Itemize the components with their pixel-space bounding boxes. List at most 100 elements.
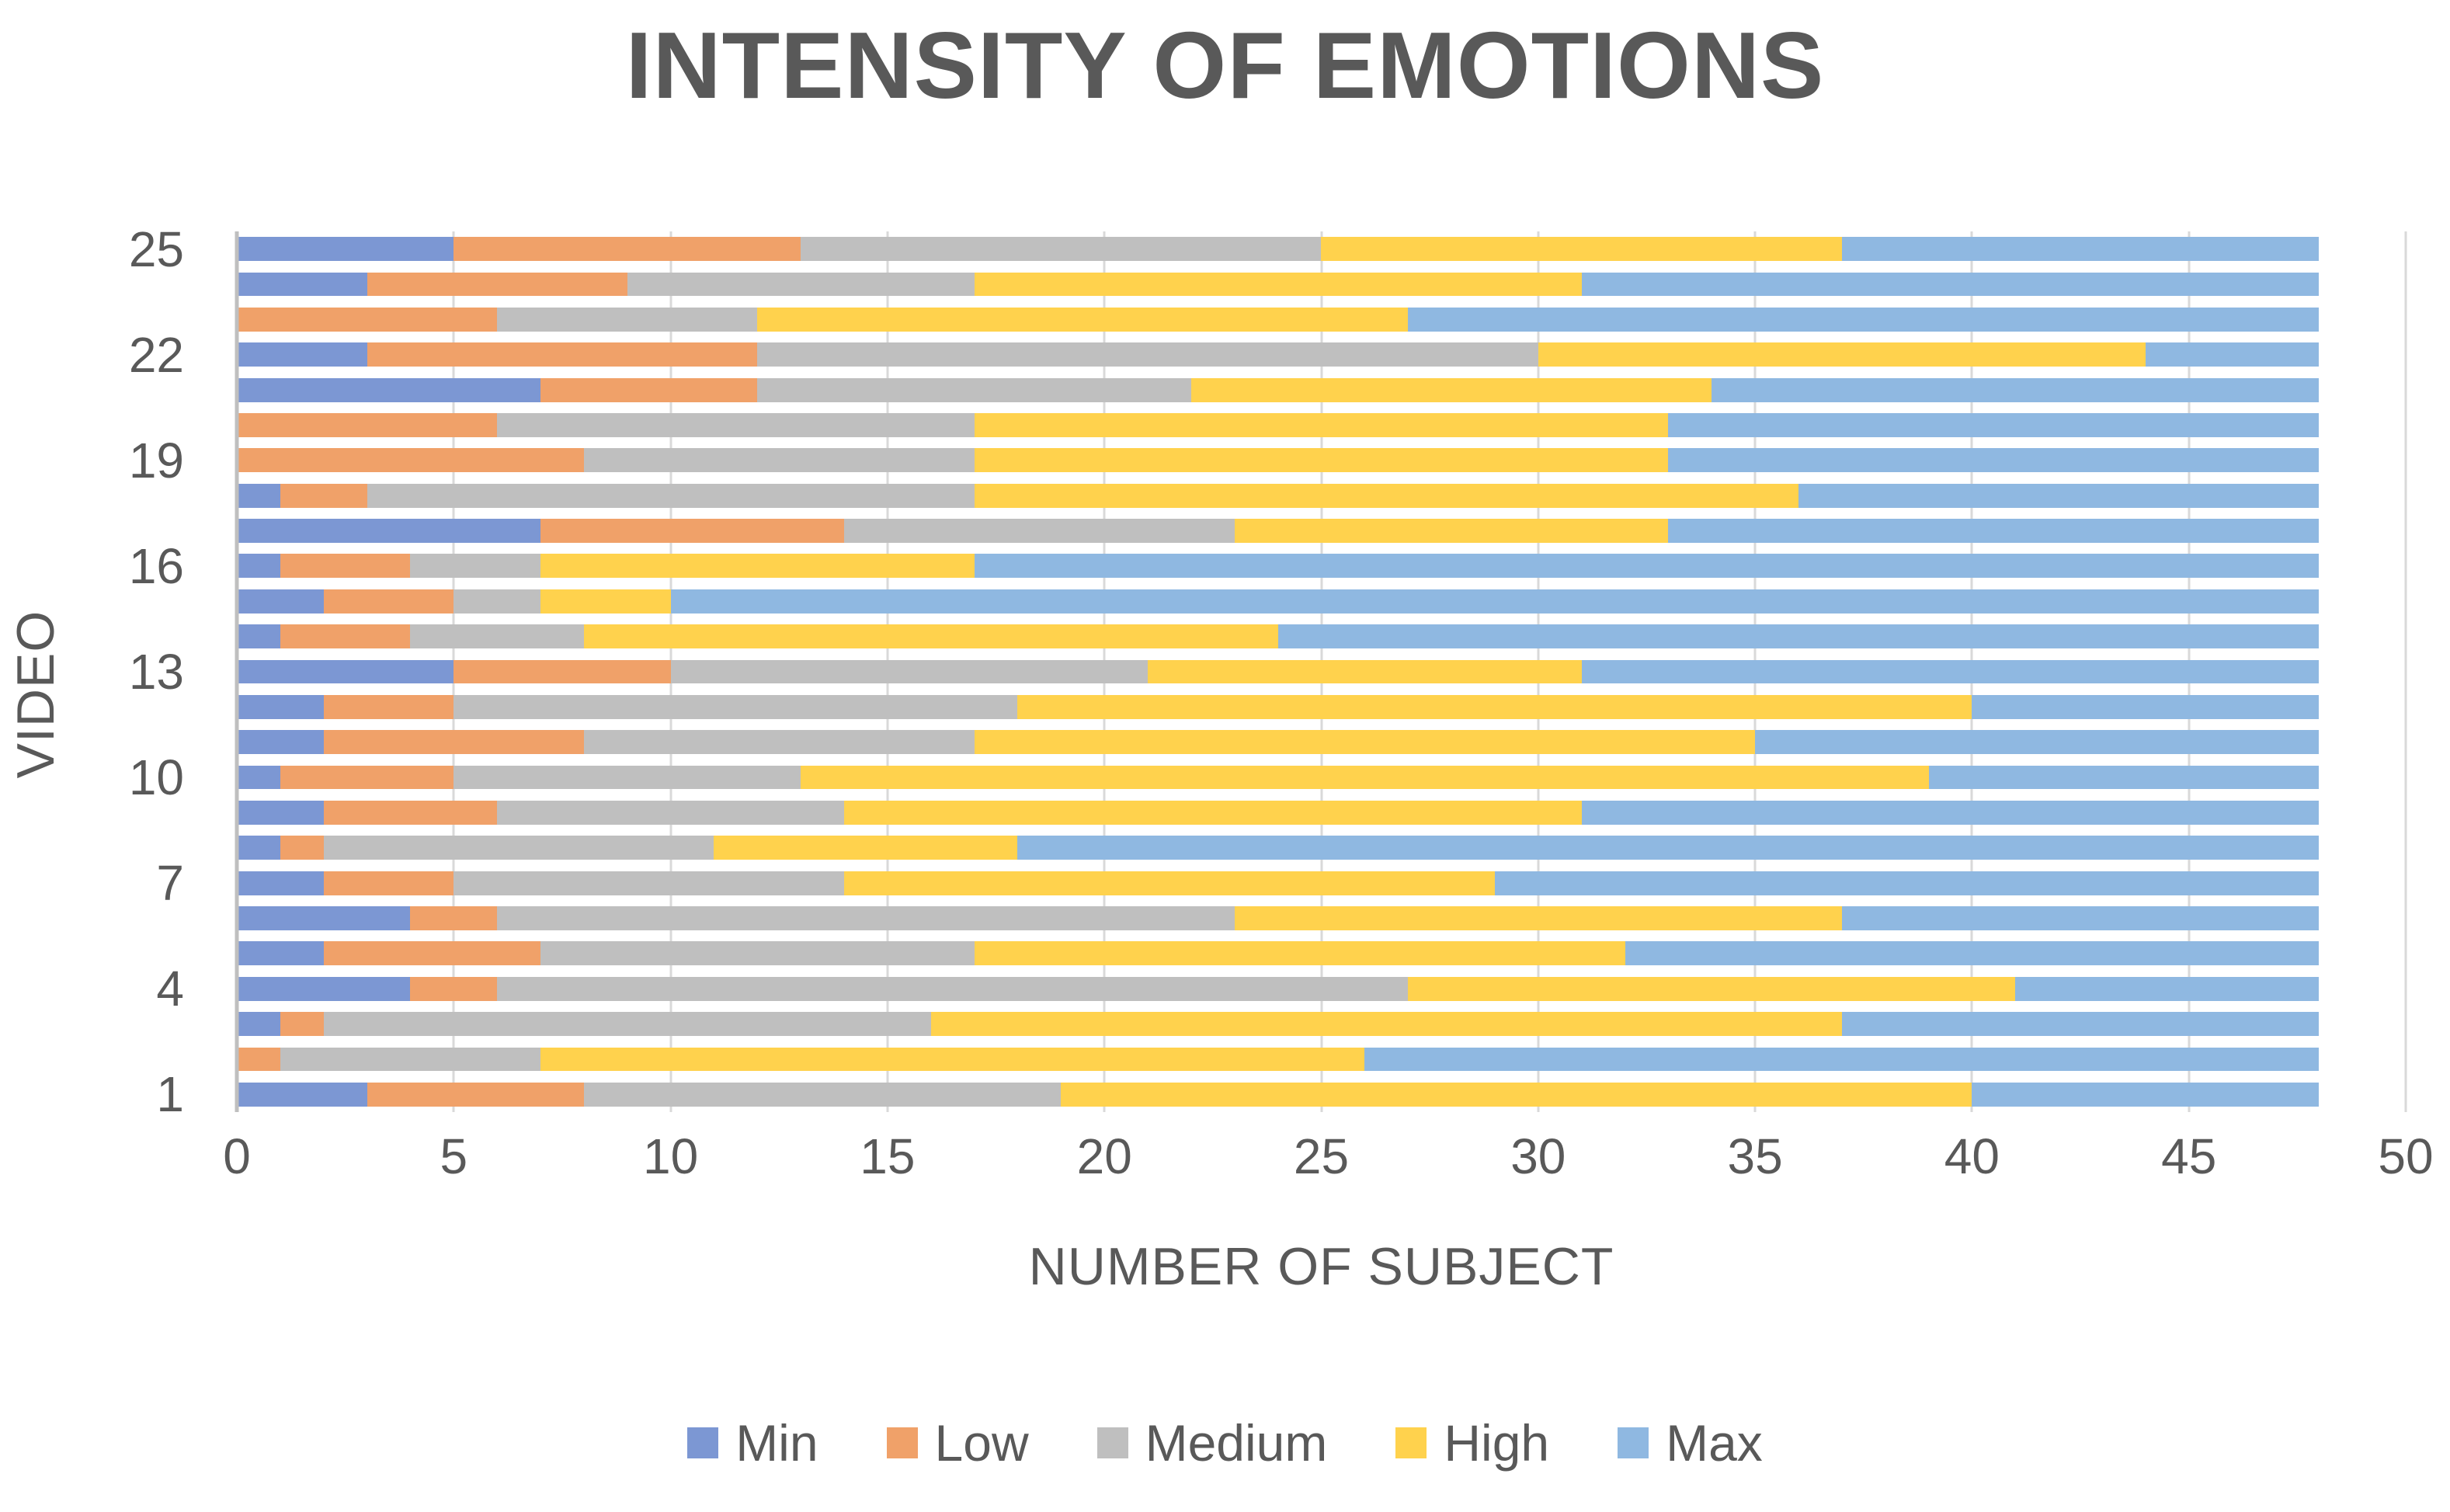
bar-video-3 — [237, 1012, 2406, 1036]
bar-segment-low — [323, 941, 541, 966]
bar-segment-low — [323, 589, 454, 613]
legend-label-min: Min — [735, 1414, 818, 1472]
bar-row-video-15 — [237, 584, 2406, 619]
bar-video-24 — [237, 272, 2406, 297]
y-tick-label-25: 25 — [128, 221, 184, 277]
bar-segment-min — [237, 554, 280, 579]
legend-item-medium: Medium — [1096, 1413, 1328, 1472]
bar-segment-max — [1841, 1012, 2320, 1036]
bar-segment-medium — [367, 483, 975, 508]
bar-row-video-24 — [237, 266, 2406, 301]
bar-segment-min — [237, 906, 411, 930]
bar-video-8 — [237, 836, 2406, 860]
bar-segment-high — [1234, 906, 1842, 930]
bar-video-11 — [237, 730, 2406, 755]
bar-video-15 — [237, 589, 2406, 613]
bar-video-6 — [237, 906, 2406, 930]
bar-segment-low — [540, 519, 845, 543]
bar-segment-high — [844, 801, 1582, 825]
bar-segment-high — [583, 624, 1278, 649]
bar-segment-max — [1625, 941, 2320, 966]
gridline-x-50 — [2404, 231, 2407, 1112]
bar-segment-min — [237, 483, 280, 508]
bar-segment-medium — [323, 1012, 931, 1036]
bar-segment-medium — [583, 730, 975, 755]
bar-video-10 — [237, 765, 2406, 790]
legend-swatch-low — [886, 1427, 918, 1458]
bar-row-video-25 — [237, 231, 2406, 266]
bar-segment-min — [237, 765, 280, 790]
legend-label-high: High — [1444, 1414, 1550, 1472]
bar-segment-medium — [801, 237, 1322, 262]
bar-segment-min — [237, 659, 454, 684]
bar-segment-low — [323, 730, 584, 755]
bar-video-1 — [237, 1082, 2406, 1107]
bar-segment-medium — [323, 836, 714, 860]
bar-video-23 — [237, 307, 2406, 332]
bar-video-9 — [237, 801, 2406, 825]
bar-segment-low — [367, 342, 758, 367]
bar-row-video-2 — [237, 1041, 2406, 1076]
bar-row-video-18 — [237, 478, 2406, 513]
bar-row-video-12 — [237, 690, 2406, 725]
bar-video-16 — [237, 554, 2406, 579]
y-tick-label-19: 19 — [128, 432, 184, 488]
bar-segment-max — [1841, 906, 2320, 930]
bar-segment-low — [280, 765, 454, 790]
legend-label-medium: Medium — [1145, 1414, 1328, 1472]
bar-row-video-5 — [237, 936, 2406, 971]
bar-segment-min — [237, 624, 280, 649]
bar-segment-max — [2015, 976, 2320, 1001]
plot-area — [235, 231, 2407, 1112]
bar-segment-low — [323, 801, 498, 825]
bar-segment-high — [974, 413, 1669, 437]
bar-segment-high — [844, 871, 1495, 895]
bar-segment-medium — [757, 377, 1191, 402]
bar-segment-low — [367, 1082, 584, 1107]
bar-row-video-7 — [237, 865, 2406, 900]
bar-segment-medium — [410, 554, 541, 579]
x-axis-title: NUMBER OF SUBJECT — [1028, 1237, 1614, 1296]
bar-segment-medium — [497, 413, 975, 437]
bar-video-20 — [237, 413, 2406, 437]
bar-segment-medium — [497, 801, 845, 825]
bar-segment-max — [1668, 448, 2320, 473]
bar-segment-medium — [454, 765, 801, 790]
bar-segment-medium — [410, 624, 584, 649]
bar-segment-medium — [497, 307, 758, 332]
bar-segment-low — [280, 836, 324, 860]
bar-row-video-6 — [237, 901, 2406, 936]
x-tick-label-25: 25 — [1293, 1128, 1350, 1184]
bar-video-13 — [237, 659, 2406, 684]
legend-item-low: Low — [886, 1413, 1029, 1472]
bar-row-video-8 — [237, 830, 2406, 865]
bar-video-17 — [237, 519, 2406, 543]
bar-segment-min — [237, 342, 367, 367]
x-tick-label-35: 35 — [1727, 1128, 1783, 1184]
legend-item-max: Max — [1618, 1413, 1763, 1472]
bar-segment-min — [237, 1012, 280, 1036]
bar-row-video-21 — [237, 372, 2406, 407]
bar-row-video-13 — [237, 654, 2406, 689]
bar-video-2 — [237, 1047, 2406, 1072]
y-tick-label-10: 10 — [128, 749, 184, 806]
y-axis-line — [235, 231, 239, 1112]
bar-segment-max — [1581, 659, 2320, 684]
bar-row-video-3 — [237, 1006, 2406, 1041]
y-axis-tick-labels: 25 22 19 16 13 10 7 4 1 — [0, 221, 184, 1123]
bar-segment-low — [237, 413, 498, 437]
bar-segment-max — [1668, 413, 2320, 437]
bar-segment-low — [410, 906, 498, 930]
bar-segment-high — [1017, 694, 1972, 719]
bar-segment-low — [323, 694, 454, 719]
bar-segment-medium — [627, 272, 975, 297]
bar-video-19 — [237, 448, 2406, 473]
bar-segment-max — [1277, 624, 2320, 649]
bar-segment-min — [237, 377, 541, 402]
bar-row-video-17 — [237, 513, 2406, 548]
bar-segment-medium — [497, 976, 1409, 1001]
bar-video-4 — [237, 976, 2406, 1001]
bar-segment-min — [237, 272, 367, 297]
bar-row-video-9 — [237, 795, 2406, 830]
